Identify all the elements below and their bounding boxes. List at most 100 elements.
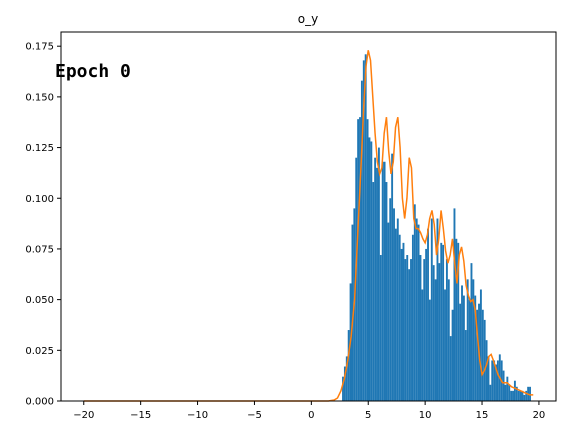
histogram-bar: [525, 390, 528, 401]
kde-line: [83, 50, 534, 402]
histogram-bar: [510, 390, 513, 401]
histogram-bar: [404, 259, 407, 401]
histogram-bar: [438, 263, 441, 401]
x-tick-label: 20: [533, 410, 546, 421]
histogram-bar: [506, 376, 509, 401]
histogram-bar: [493, 360, 496, 401]
histogram-bar: [529, 386, 531, 401]
histogram-bar: [394, 228, 397, 401]
histogram-bar: [377, 147, 380, 401]
histogram-bar: [381, 161, 384, 401]
histogram-bar: [345, 356, 348, 401]
histogram-bar: [421, 289, 424, 401]
x-tick-label: −10: [187, 410, 208, 421]
histogram-bar: [451, 309, 454, 401]
y-tick-label: 0.000: [25, 397, 54, 408]
histogram-bar: [415, 218, 418, 401]
histogram-bar: [447, 279, 450, 401]
histogram-bar: [455, 238, 458, 401]
histogram-bar: [523, 394, 526, 401]
y-tick-label: 0.175: [25, 42, 54, 53]
histogram-bar: [453, 208, 456, 401]
histogram-bar: [444, 289, 446, 401]
histogram-bar: [464, 330, 467, 401]
histogram-bar: [432, 265, 435, 401]
histogram-bar: [410, 259, 412, 401]
y-tick-label: 0.150: [25, 92, 54, 103]
histogram-bar: [387, 222, 390, 401]
histogram-bar: [406, 255, 409, 401]
histogram-bar: [504, 384, 507, 401]
histogram-bar: [440, 242, 443, 401]
y-tick-label: 0.025: [25, 346, 54, 357]
histogram-bar: [430, 218, 433, 401]
histogram-bar: [383, 161, 386, 401]
histogram-bar: [389, 198, 392, 401]
x-tick-label: 5: [365, 410, 371, 421]
histogram-bar: [462, 295, 465, 401]
histogram-bar: [419, 255, 422, 401]
histogram-bar: [425, 248, 428, 401]
histogram-bar: [368, 137, 371, 401]
histogram-bar: [496, 360, 499, 401]
histogram-bar: [428, 299, 431, 401]
chart-title: o_y: [298, 12, 318, 26]
histogram-bar: [517, 390, 520, 401]
y-tick-label: 0.125: [25, 143, 54, 154]
x-axis: −20 −15 −10 −5 0 5 10 15 20: [73, 401, 545, 421]
histogram-bar: [470, 263, 473, 401]
histogram-bar: [485, 340, 488, 401]
histogram-bar: [483, 319, 486, 401]
histogram-bar: [347, 330, 350, 401]
histogram-bar: [461, 285, 463, 401]
epoch-label: Epoch 0: [55, 61, 131, 82]
x-tick-label: 10: [419, 410, 432, 421]
histogram-bar: [449, 336, 452, 401]
histogram-bar: [370, 141, 373, 402]
x-tick-label: 15: [476, 410, 489, 421]
histogram-bar: [512, 390, 514, 401]
histogram-bar: [342, 376, 344, 401]
histogram-bar: [468, 299, 471, 401]
histogram-bar: [491, 360, 494, 401]
y-tick-label: 0.100: [25, 194, 54, 205]
axes-frame: [60, 31, 557, 402]
histogram-bar: [476, 309, 479, 401]
histogram-bar: [366, 119, 369, 402]
histogram-bar: [360, 80, 363, 401]
histogram-bar: [364, 54, 367, 402]
histogram-bar: [519, 390, 522, 401]
histogram-bar: [396, 218, 399, 401]
histogram-bar: [376, 167, 378, 401]
histogram-bar: [413, 204, 416, 401]
histogram-bar: [515, 386, 518, 401]
histogram-bar: [402, 242, 405, 401]
x-tick-label: 0: [308, 410, 314, 421]
histogram-bar: [481, 309, 484, 401]
histogram-bar: [502, 370, 505, 401]
y-axis: 0.000 0.025 0.050 0.075 0.100 0.125 0.150 0.175: [25, 42, 61, 408]
x-tick-label: −20: [73, 410, 94, 421]
histogram-bar: [495, 364, 497, 401]
histogram-bar: [479, 289, 482, 401]
histogram-bar: [423, 259, 426, 401]
histogram-bar: [513, 380, 516, 401]
histogram-bar: [489, 384, 492, 401]
histogram-bar: [385, 182, 388, 401]
histogram-bar: [359, 117, 361, 402]
y-tick-label: 0.075: [25, 244, 54, 255]
histogram-bar: [408, 269, 411, 401]
histogram-bar: [427, 228, 429, 401]
histogram-bar: [508, 384, 511, 401]
histogram-bar: [374, 157, 377, 401]
histogram-bar: [379, 255, 382, 401]
histogram-bar: [372, 182, 375, 401]
histogram-bar: [487, 356, 490, 401]
histogram-bar: [445, 259, 448, 401]
histogram-bar: [343, 366, 346, 401]
histogram-bar: [436, 218, 439, 401]
histogram-bar: [457, 242, 460, 401]
histogram-bar: [400, 248, 403, 401]
histogram-bar: [474, 295, 477, 401]
